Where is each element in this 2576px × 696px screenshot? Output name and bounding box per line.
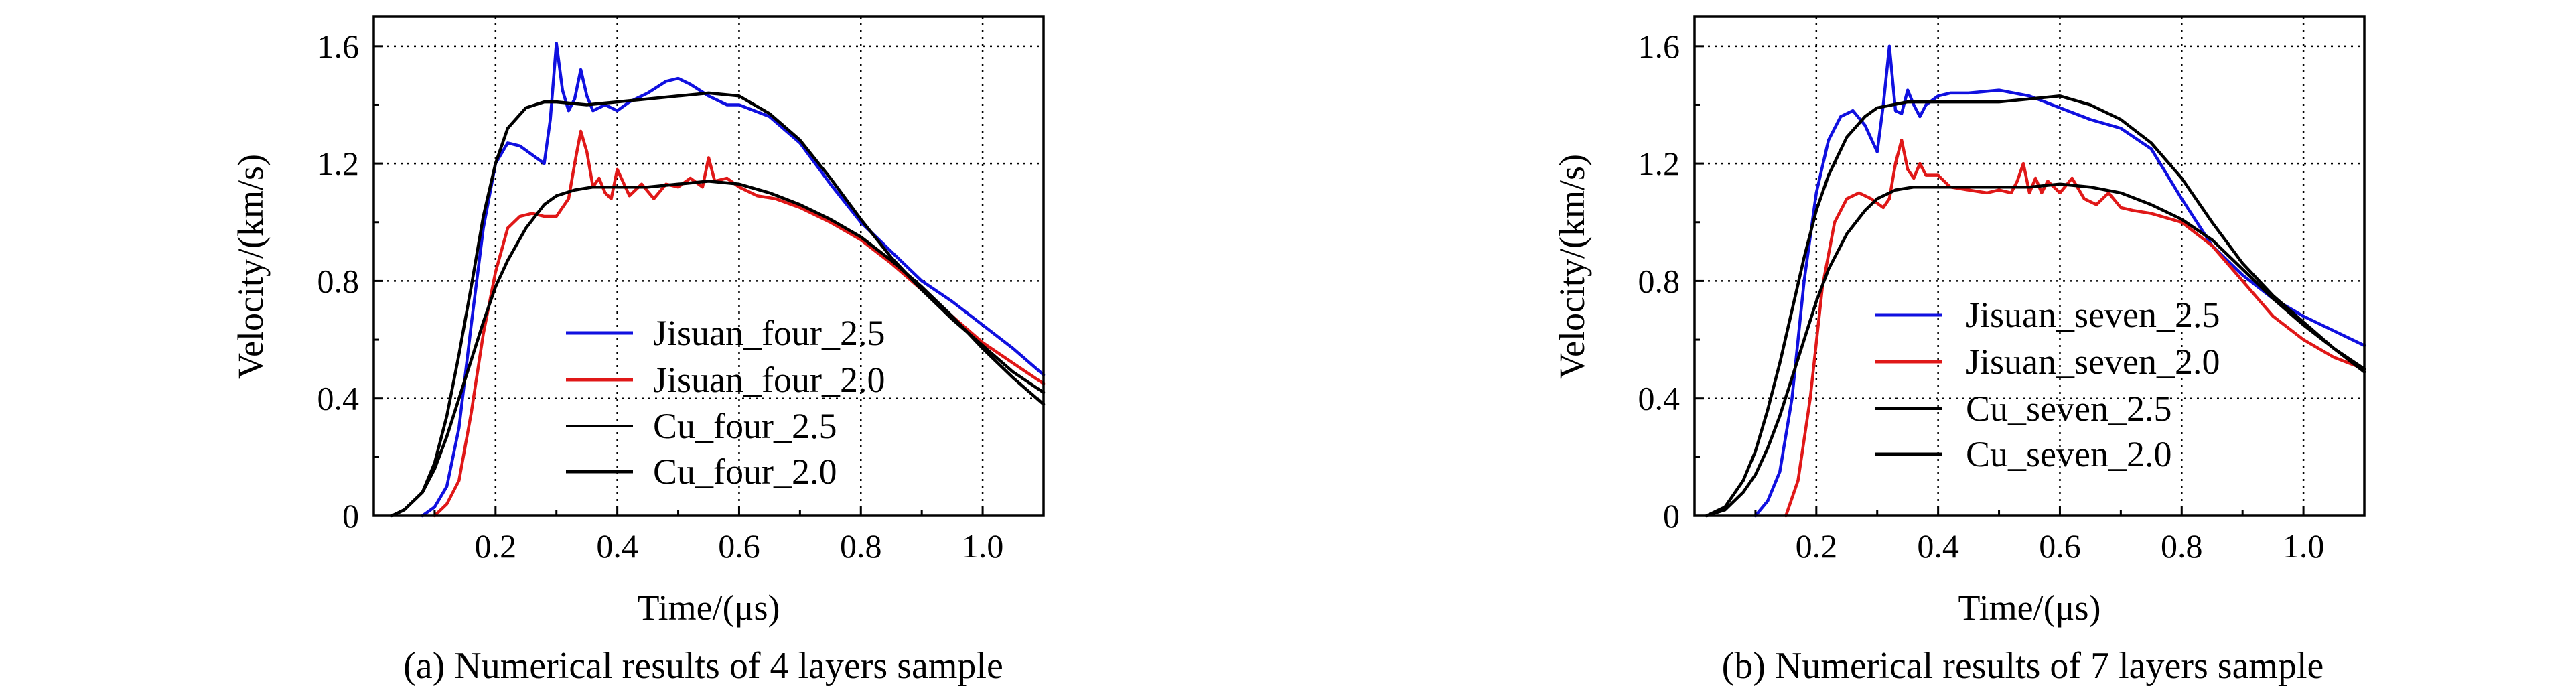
legend-label: Cu_four_2.0 bbox=[653, 451, 837, 492]
x-tick-label: 0.4 bbox=[1917, 527, 1959, 565]
legend-label: Jisuan_seven_2.0 bbox=[1966, 342, 2220, 382]
y-tick-label: 0 bbox=[342, 497, 359, 535]
x-axis-title-b: Time/(μs) bbox=[1958, 587, 2101, 628]
x-tick-label: 0.2 bbox=[1796, 527, 1838, 565]
legend-label: Cu_four_2.5 bbox=[653, 406, 837, 446]
series-line-cu-seven-2-5 bbox=[1705, 94, 2366, 518]
caption-b: (b) Numerical results of 7 layers sample bbox=[1722, 645, 2324, 687]
y-axis-title-a: Velocity/(km/s) bbox=[230, 154, 271, 379]
panel-b: 0.2 0.4 0.6 0.8 1.0 0 0.4 0.8 1.2 1.6 Velocity/(k… bbox=[1552, 15, 2366, 687]
x-tick-label: 0.8 bbox=[840, 527, 882, 565]
series-line-jisuan-four-2-5 bbox=[421, 42, 1046, 518]
y-tick-label: 1.6 bbox=[317, 27, 360, 65]
ticks-b: 0.2 0.4 0.6 0.8 1.0 0 0.4 0.8 1.2 1.6 bbox=[1638, 27, 2366, 565]
series-line-jisuan-seven-2-5 bbox=[1754, 44, 2366, 518]
x-tick-label: 0.6 bbox=[718, 527, 760, 565]
ticks-a: 0.2 0.4 0.6 0.8 1.0 0 0.4 0.8 1.2 1.6 bbox=[317, 27, 1045, 565]
x-tick-label: 1.0 bbox=[2283, 527, 2325, 565]
y-tick-label: 0.4 bbox=[317, 380, 360, 417]
y-tick-label: 0.4 bbox=[1638, 380, 1680, 417]
legend-label: Jisuan_seven_2.5 bbox=[1966, 295, 2220, 335]
plot-frame-b bbox=[1693, 15, 2366, 517]
x-tick-label: 1.0 bbox=[962, 527, 1004, 565]
series-layer-b bbox=[1705, 44, 2366, 518]
y-tick-label: 1.2 bbox=[1638, 145, 1680, 182]
y-tick-label: 1.6 bbox=[1638, 27, 1680, 65]
y-tick-label: 1.2 bbox=[317, 145, 360, 182]
series-line-cu-seven-2-0 bbox=[1705, 182, 2366, 518]
grid-b bbox=[1695, 17, 2364, 516]
x-tick-label: 0.8 bbox=[2161, 527, 2203, 565]
x-tick-label: 0.4 bbox=[596, 527, 638, 565]
panel-a: 0.2 0.4 0.6 0.8 1.0 0 0.4 0.8 1.2 1.6 Velocity/(k… bbox=[230, 15, 1046, 687]
y-tick-label: 0 bbox=[1663, 497, 1680, 535]
legend-b: Jisuan_seven_2.5 Jisuan_seven_2.0 Cu_sev… bbox=[1875, 295, 2220, 474]
y-tick-label: 0.8 bbox=[1638, 262, 1680, 299]
series-line-jisuan-four-2-0 bbox=[433, 129, 1046, 518]
legend-label: Cu_seven_2.5 bbox=[1966, 389, 2171, 429]
y-tick-label: 0.8 bbox=[317, 262, 360, 299]
caption-a: (a) Numerical results of 4 layers sample bbox=[403, 645, 1003, 687]
x-axis-title-a: Time/(μs) bbox=[638, 587, 780, 628]
series-line-cu-four-2-0 bbox=[390, 180, 1046, 518]
legend-label: Jisuan_four_2.0 bbox=[653, 360, 885, 400]
x-tick-label: 0.6 bbox=[2039, 527, 2081, 565]
legend-label: Jisuan_four_2.5 bbox=[653, 313, 885, 353]
x-tick-label: 0.2 bbox=[475, 527, 517, 565]
legend-label: Cu_seven_2.0 bbox=[1966, 434, 2171, 474]
y-axis-title-b: Velocity/(km/s) bbox=[1552, 154, 1592, 379]
plot-frame-a bbox=[372, 15, 1045, 517]
series-line-jisuan-seven-2-0 bbox=[1784, 138, 2366, 518]
legend-a: Jisuan_four_2.5 Jisuan_four_2.0 Cu_four_… bbox=[566, 313, 885, 492]
series-layer-a bbox=[390, 42, 1046, 518]
